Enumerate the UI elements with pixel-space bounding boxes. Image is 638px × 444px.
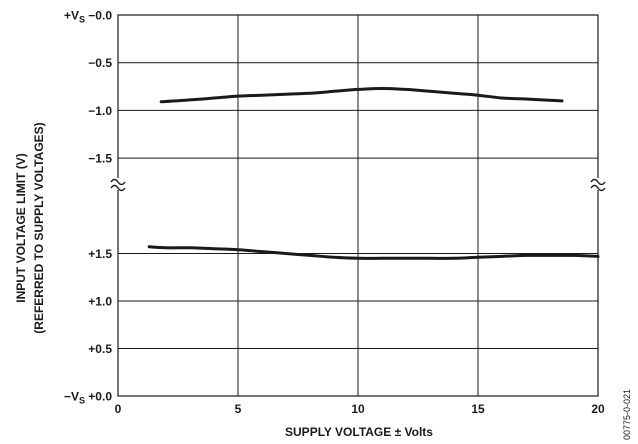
upper-y-tick-label: +VS −0.0 — [64, 9, 112, 25]
axis-break-gap-left — [114, 178, 122, 190]
axis-break-left-top — [110, 178, 126, 186]
upper-limit-curve — [159, 87, 564, 104]
lower-y-tick-label: +1.0 — [88, 295, 112, 309]
x-tick-label: 0 — [115, 402, 122, 416]
tick-label-layer: 0 5 10 15 20 +VS −0.0 −0.5 −1.0 −1.5 +1.5 +1.0 +0.5… — [64, 9, 605, 417]
upper-y-tick-label: −1.5 — [88, 152, 112, 166]
lower-limit-curve — [147, 245, 600, 260]
axis-break-left-bottom — [110, 184, 126, 192]
x-tick-label: 5 — [235, 402, 242, 416]
x-tick-label: 10 — [351, 402, 365, 416]
x-tick-label: 20 — [591, 402, 605, 416]
figure-code: 00775-0-021 — [622, 389, 632, 440]
grid-layer — [117, 14, 599, 397]
axis-break-right-top — [590, 178, 606, 186]
upper-y-tick-label: −0.5 — [88, 56, 112, 70]
curve-layer — [147, 87, 600, 260]
upper-y-tick-label: −1.0 — [88, 104, 112, 118]
y-axis-title-line2: (REFERRED TO SUPPLY VOLTAGES) — [32, 122, 46, 333]
lower-y-tick-label: +0.5 — [88, 342, 112, 356]
axis-break-gap-right — [594, 178, 602, 190]
lower-y-tick-label: −VS +0.0 — [64, 390, 112, 406]
y-axis-title-line1: INPUT VOLTAGE LIMIT (V) — [14, 153, 28, 303]
lower-y-tick-label: +1.5 — [88, 247, 112, 261]
x-tick-label: 15 — [471, 402, 485, 416]
axis-break-right-bottom — [590, 184, 606, 192]
axis-break-layer — [110, 178, 606, 192]
x-axis-title: SUPPLY VOLTAGE ± Volts — [285, 425, 433, 439]
